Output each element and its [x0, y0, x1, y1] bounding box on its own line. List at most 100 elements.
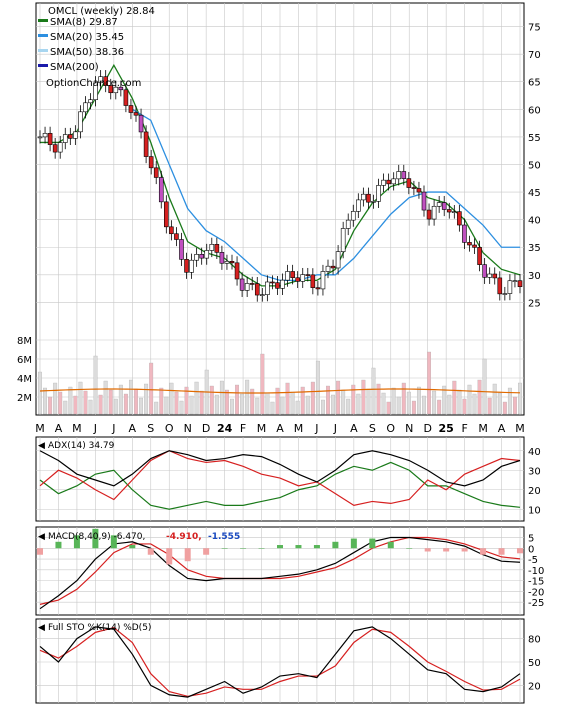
- legend-sma200: SMA(200): [50, 62, 99, 73]
- candle-body: [138, 114, 144, 133]
- volume-bar: [164, 396, 169, 415]
- candle-body: [260, 294, 265, 296]
- volume-bar: [260, 353, 265, 415]
- candle-body: [512, 280, 518, 282]
- volume-bar: [427, 351, 432, 415]
- candle-body: [229, 261, 235, 264]
- macd-histogram-bar: [387, 541, 394, 549]
- volume-bar: [290, 391, 295, 415]
- volume-bar: [224, 389, 229, 415]
- candle-body: [446, 209, 452, 213]
- volume-bar: [366, 388, 371, 415]
- volume-bar: [134, 388, 138, 415]
- candle-body: [356, 199, 361, 212]
- macd-histogram-bar: [332, 541, 339, 549]
- candle-body: [462, 224, 467, 243]
- candle-body: [340, 228, 346, 252]
- x-tick-label: M: [294, 422, 304, 435]
- candle-body: [441, 202, 447, 210]
- macd-histogram-bar: [203, 548, 210, 555]
- sto-legend: ◀ Full STO %K(14) %D(5): [38, 623, 151, 633]
- candle-body: [98, 76, 103, 84]
- candle-body: [133, 112, 139, 116]
- x-tick-label: F: [461, 422, 467, 435]
- volume-bar: [422, 395, 426, 415]
- x-axis-labels: M A M J J A S O N D 24 F M A M J J A S O N D 25 F M A M: [35, 422, 525, 435]
- adx-line: [39, 450, 521, 506]
- volume-bar: [432, 390, 437, 415]
- candle-body: [452, 211, 457, 213]
- macd-legend: ◀ MACD(8,40,9) -6.470, -4.910, -1.555: [38, 532, 240, 542]
- candle-body: [416, 188, 422, 193]
- volume-bar: [83, 390, 88, 415]
- volume-bar: [144, 383, 149, 415]
- volume-bar: [214, 394, 219, 415]
- candle-body: [244, 283, 250, 291]
- macd-line: [39, 536, 521, 610]
- candle-body: [386, 179, 391, 185]
- candle-body: [381, 179, 386, 186]
- x-tick-label: D: [423, 422, 431, 435]
- candle-body: [158, 177, 164, 203]
- x-tick-label: A: [129, 422, 137, 435]
- candle-body: [174, 233, 179, 240]
- macd-tick-label: 5: [528, 533, 534, 544]
- volume-bar: [43, 387, 48, 415]
- x-tick-label: A: [350, 422, 358, 435]
- candle-body: [265, 281, 270, 295]
- volume-bar: [245, 379, 250, 415]
- volume-bar: [467, 384, 472, 415]
- candle-body: [482, 264, 487, 278]
- candle-body: [436, 202, 442, 207]
- volume-bar: [295, 400, 300, 415]
- candle-body: [376, 185, 381, 202]
- macd-tick-label: -10: [528, 566, 544, 577]
- volume-bar: [361, 379, 366, 415]
- price-tick-label: 70: [528, 50, 541, 61]
- watermark: OptionChance.com: [46, 78, 141, 89]
- volume-bar: [154, 401, 159, 415]
- volume-bar: [113, 398, 118, 415]
- macd-histogram-bar: [443, 548, 450, 552]
- price-tick-label: 35: [528, 243, 541, 254]
- volume-bar: [310, 381, 315, 415]
- candle-body: [169, 226, 174, 235]
- candle-body: [285, 271, 290, 281]
- x-tick-label: A: [55, 422, 63, 435]
- candle-body: [204, 250, 210, 259]
- x-tick-label: A: [276, 422, 284, 435]
- candle-body: [148, 156, 154, 169]
- x-tick-label: J: [314, 422, 318, 435]
- candle-body: [361, 193, 366, 201]
- volume-bar: [250, 388, 255, 415]
- candle-body: [37, 136, 43, 139]
- volume-bar: [265, 392, 270, 415]
- volume-bar: [199, 390, 204, 415]
- candle-body: [492, 273, 498, 279]
- candle-body: [128, 105, 134, 113]
- volume-bar: [285, 382, 290, 415]
- x-tick-label: F: [240, 422, 246, 435]
- macd-line: [39, 536, 521, 605]
- volume-average-line: [39, 388, 521, 394]
- macd-histogram-bar: [313, 545, 320, 549]
- candle-body: [184, 259, 189, 273]
- indicator-lines: [37, 63, 523, 698]
- price-tick-label: 60: [528, 105, 541, 116]
- candle-body: [371, 201, 376, 203]
- volume-bar: [381, 392, 386, 415]
- macd-histogram-bar: [295, 545, 302, 549]
- volume-bar: [280, 396, 285, 415]
- volume-bar: [305, 395, 310, 415]
- volume-bar: [123, 393, 128, 415]
- candle-body: [280, 279, 285, 289]
- volume-bar: [118, 384, 123, 415]
- adx-tick-label: 20: [528, 486, 541, 497]
- volume-bar: [502, 401, 507, 415]
- legend-sma20: SMA(20) 35.45: [50, 32, 124, 43]
- volume-bar: [507, 387, 512, 415]
- candle-body: [401, 171, 407, 179]
- adx-legend: ◀ ADX(14) 34.79: [38, 441, 115, 451]
- volume-bar: [457, 389, 462, 415]
- volume-bar: [275, 387, 280, 415]
